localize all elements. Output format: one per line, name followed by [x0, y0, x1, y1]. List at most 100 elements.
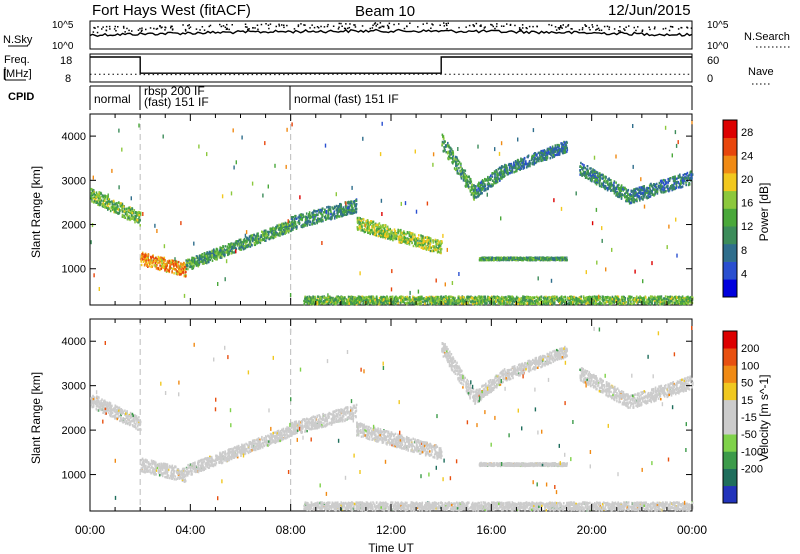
nsky-point [195, 28, 198, 30]
echo-cell [225, 250, 228, 254]
echo-cell [427, 242, 430, 245]
echo-cell [517, 257, 520, 260]
nsky-point [597, 27, 600, 30]
echo-cell [602, 177, 605, 180]
echo-cell [129, 211, 131, 215]
echo-cell [473, 192, 475, 195]
echo-cell [203, 256, 206, 259]
echo-cell [181, 271, 183, 274]
echo-cell [395, 234, 397, 238]
echo-cell [300, 214, 303, 218]
echo-cell [466, 182, 469, 185]
echo-cell [444, 140, 446, 143]
echo-cell [489, 257, 492, 260]
echo-cell [629, 198, 632, 201]
echo-cell [156, 261, 159, 265]
echo-cell [219, 249, 222, 252]
echo-cell [377, 225, 379, 228]
echo-cell [426, 235, 428, 239]
echo-cell [500, 258, 502, 262]
echo-cell [527, 257, 529, 260]
echo-cell [677, 181, 680, 184]
echo-cell [521, 161, 524, 165]
echo-cell [262, 238, 265, 241]
echo-cell [123, 207, 126, 211]
echo-cell [317, 208, 320, 212]
echo-cell [623, 302, 626, 306]
echo-cell [663, 183, 666, 187]
echo-cell [465, 176, 468, 179]
echo-cell [644, 190, 647, 193]
echo-cell [239, 238, 241, 242]
echo-cell [636, 187, 639, 190]
echo-cell [302, 215, 305, 219]
echo-cell [557, 152, 560, 155]
echo-cell [142, 258, 144, 261]
echo-cell [615, 181, 617, 184]
echo-cell [465, 174, 468, 177]
echo-cell [553, 147, 556, 150]
echo-cell [408, 231, 411, 234]
echo-cell [292, 221, 294, 224]
echo-cell [272, 235, 275, 238]
echo-cell [625, 195, 628, 198]
echo-cell [345, 210, 348, 213]
nsearch-tick-bottom: 10^0 [707, 41, 729, 52]
echo-cell [508, 302, 511, 306]
nsky-point [123, 27, 125, 29]
echo-cell [282, 224, 284, 227]
nsky-dots [92, 22, 693, 34]
echo-cell [441, 241, 443, 244]
echo-cell [393, 233, 395, 236]
echo-cell [159, 268, 161, 272]
echo-cell [333, 210, 336, 213]
echo-cell [196, 255, 199, 258]
echo-cell [354, 199, 357, 202]
nsky-point [297, 24, 300, 26]
echo-cell [158, 256, 161, 260]
echo-cell [639, 199, 641, 202]
echo-cell [257, 234, 260, 238]
echo-cell [321, 218, 324, 221]
echo-cell [525, 160, 527, 163]
echo-cell [292, 228, 294, 231]
echo-cell [360, 223, 363, 226]
echo-cell [345, 207, 347, 210]
echo-cell [203, 254, 206, 257]
echo-cell [667, 177, 669, 181]
nsky-point [641, 29, 644, 31]
echo-cell [332, 214, 334, 217]
echo-cell [472, 194, 475, 197]
echo-cell [355, 203, 357, 207]
echo-cell [291, 216, 293, 219]
echo-cell [341, 214, 343, 218]
echo-cell [242, 247, 245, 251]
cpid-strip: CPID normal rbsp 200 IF (fast) 151 IF no… [8, 84, 693, 110]
echo-cell [509, 164, 511, 167]
nsky-point [570, 28, 572, 30]
nsky-point [172, 28, 174, 30]
echo-cell [316, 220, 319, 223]
echo-cell [420, 238, 423, 241]
echo-cell [113, 203, 115, 206]
echo-cell [338, 208, 340, 211]
echo-cell [652, 187, 654, 190]
echo-cell [178, 267, 180, 271]
echo-cell [596, 181, 599, 184]
nsky-point [373, 23, 376, 25]
echo-cell [586, 169, 589, 172]
echo-cell [457, 172, 459, 175]
echo-cell [323, 211, 326, 214]
nsky-point [228, 28, 230, 31]
echo-cell [541, 158, 544, 162]
echo-cell [129, 217, 132, 221]
echo-cell [511, 258, 514, 262]
echo-cell [618, 194, 621, 198]
echo-cell [535, 258, 538, 262]
echo-cell [106, 202, 109, 205]
echo-cell [255, 240, 257, 243]
nsky-point [184, 28, 187, 31]
echo-cell [638, 189, 641, 192]
echo-cell [347, 210, 350, 214]
echo-cell [424, 236, 427, 239]
